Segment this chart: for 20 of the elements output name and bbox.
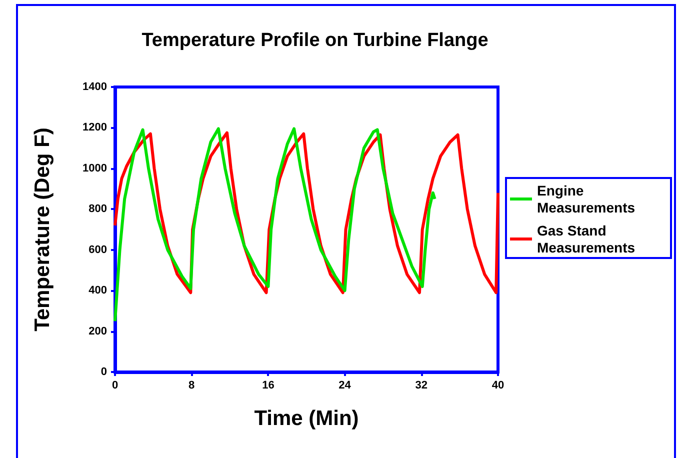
legend-label: Engine Measurements (537, 182, 636, 216)
y-tick-label: 1400 (82, 81, 107, 93)
x-tick-label: 0 (112, 380, 118, 392)
y-tick-label: 200 (88, 325, 107, 338)
line-series (114, 127, 436, 323)
x-tick-label: 40 (492, 380, 504, 392)
y-tick-label: 1000 (82, 162, 107, 174)
x-axis-title: Time (Min) (254, 407, 359, 430)
chart-title: Temperature Profile on Turbine Flange (142, 30, 488, 51)
x-tick-label: 32 (415, 380, 428, 392)
y-tick-label: 800 (88, 203, 107, 216)
y-tick-label: 1200 (82, 122, 107, 134)
y-tick-label: 400 (88, 284, 107, 297)
y-tick-label: 0 (100, 366, 107, 378)
y-tick-label: 600 (88, 244, 107, 256)
x-tick-label: 8 (188, 380, 195, 392)
legend-label: Gas Stand Measurements (537, 222, 636, 256)
x-tick-label: 24 (338, 380, 352, 392)
y-axis-title: Temperature (Deg F) (31, 128, 54, 332)
x-tick-label: 16 (262, 380, 274, 392)
